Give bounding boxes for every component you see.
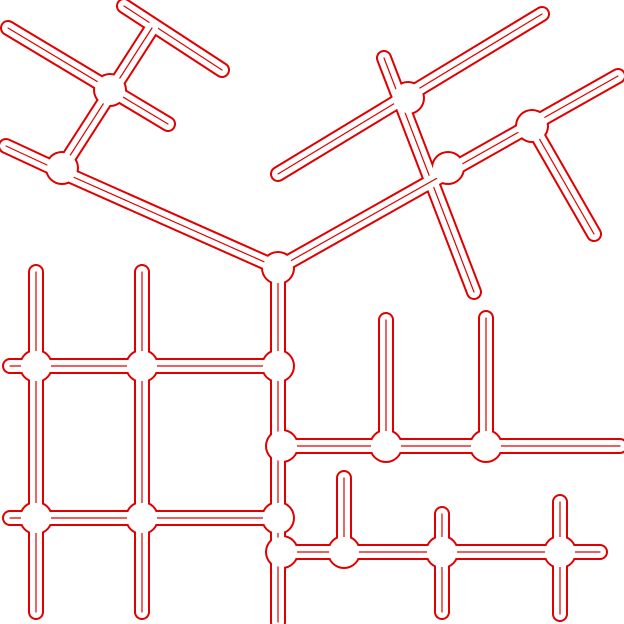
junction-3-core	[263, 351, 293, 381]
junction-6-core	[263, 503, 293, 533]
road-9-centerline	[531, 125, 595, 235]
junction-15-core	[95, 75, 125, 105]
junction-18-core	[433, 153, 463, 183]
junction-13-core	[545, 537, 575, 567]
junction-11-core	[329, 537, 359, 567]
road-2-centerline	[123, 5, 223, 71]
junction-cores	[21, 75, 575, 567]
road-5-centerline	[61, 171, 279, 269]
junction-4-core	[21, 503, 51, 533]
junction-7-core	[267, 431, 297, 461]
junction-1-core	[21, 351, 51, 381]
junction-14-core	[263, 253, 293, 283]
junction-16-core	[47, 153, 77, 183]
road-1-centerline	[7, 27, 169, 125]
junction-12-core	[427, 537, 457, 567]
junction-10-core	[267, 537, 297, 567]
junction-17-core	[393, 83, 423, 113]
junction-2-core	[127, 351, 157, 381]
junction-5-core	[127, 503, 157, 533]
junction-8-core	[371, 431, 401, 461]
junction-19-core	[517, 111, 547, 141]
junction-9-core	[471, 431, 501, 461]
